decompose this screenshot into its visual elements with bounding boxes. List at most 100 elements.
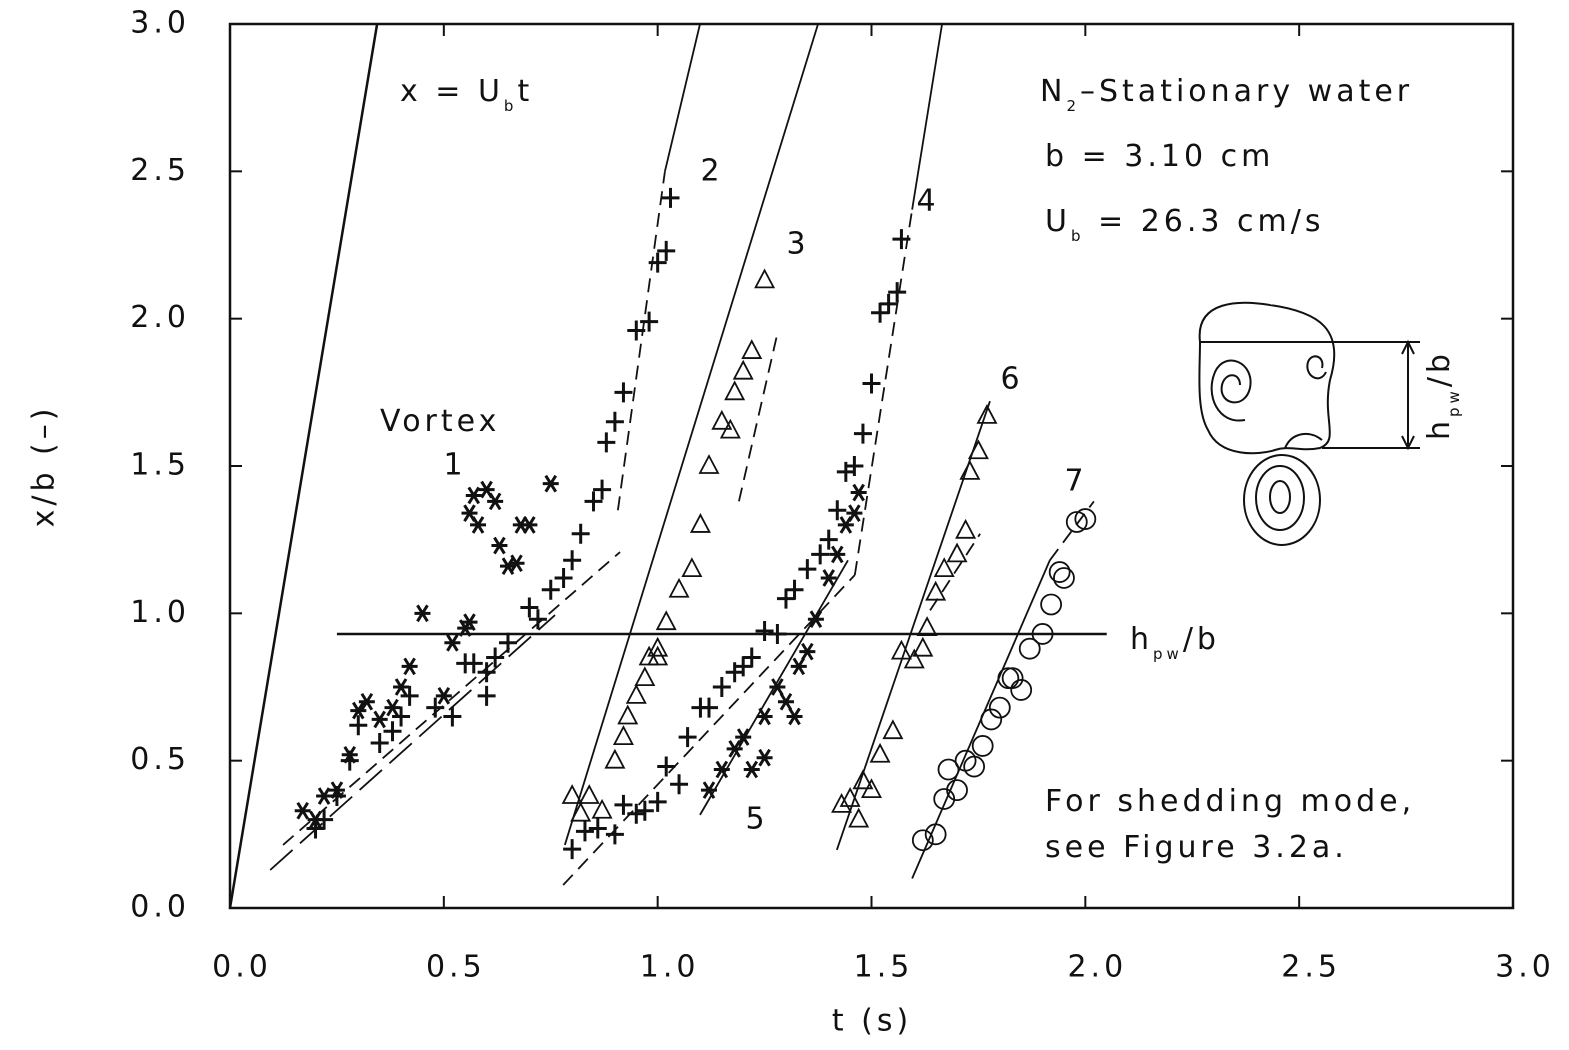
triangle-marker (890, 639, 912, 660)
y-axis-label: x/b (–) (27, 405, 62, 528)
star-marker (756, 707, 773, 726)
plus-marker (426, 697, 445, 718)
triangle-marker (916, 616, 938, 636)
fit-line (562, 574, 856, 886)
inset-vortex (1269, 480, 1291, 514)
star-marker (769, 678, 786, 696)
fit-line (911, 23, 943, 210)
inset-vortex (1255, 465, 1305, 531)
circle-marker (911, 829, 934, 852)
y-tick-label: 1.5 (130, 448, 190, 483)
plus-marker (871, 302, 890, 323)
circle-marker (980, 708, 1003, 731)
annotation-part: b (504, 97, 518, 115)
plus-marker (712, 677, 731, 697)
series-label: 5 (745, 802, 768, 837)
triangle-marker (604, 748, 626, 769)
plus-marker (853, 423, 872, 444)
circle-marker (924, 823, 947, 846)
x-tick-label: 2.0 (1067, 950, 1127, 985)
triangle-marker (848, 807, 870, 828)
plus-marker (584, 491, 603, 512)
x-tick-label: 1.0 (640, 950, 700, 985)
series-label: 2 (700, 154, 723, 189)
plus-marker (828, 500, 847, 521)
annotation-part: For shedding mode, (1045, 784, 1415, 819)
plus-marker (571, 523, 590, 544)
fit-line (853, 209, 914, 576)
plus-marker (477, 685, 496, 706)
triangle-marker (741, 339, 763, 359)
x-tick-label: 1.5 (854, 950, 914, 985)
plus-marker (563, 550, 582, 571)
plus-marker (349, 715, 368, 736)
plus-marker (734, 656, 753, 677)
inset-vortex (1243, 454, 1321, 546)
annotation: Ub = 26.3 cm/s (1045, 204, 1325, 245)
plus-marker (627, 320, 646, 341)
triangle-marker (561, 784, 583, 804)
fit-line (738, 333, 779, 502)
triangle-marker (955, 518, 977, 539)
triangle-marker (591, 798, 613, 819)
circle-marker (937, 758, 960, 781)
triangle-marker (882, 719, 904, 740)
plus-marker (819, 529, 838, 550)
series-label: 1 (443, 448, 466, 483)
triangle-marker (724, 380, 746, 401)
series-label: 7 (1064, 464, 1087, 499)
plus-marker (477, 662, 496, 683)
star-marker (487, 492, 504, 511)
fit-line (564, 23, 819, 846)
star-marker (786, 707, 803, 726)
plus-marker (768, 623, 787, 644)
y-tick-label: 0.0 (130, 890, 190, 925)
triangle-marker (698, 454, 720, 474)
triangle-marker (967, 439, 989, 460)
triangle-marker (612, 725, 634, 745)
plus-marker (593, 479, 612, 500)
plus-marker (845, 456, 864, 476)
fit-line (664, 23, 701, 172)
annotation: hpw/b (1422, 350, 1463, 440)
circle-marker (997, 667, 1020, 690)
plus-marker (554, 567, 573, 588)
triangle-marker (634, 666, 656, 687)
triangle-marker (578, 784, 600, 804)
fit-line (282, 551, 621, 846)
fit-line (929, 533, 981, 611)
star-marker (850, 483, 867, 502)
triangle-marker (617, 704, 639, 725)
x-tick-label: 3.0 (1495, 950, 1555, 985)
annotation-part: –Stationary water (1080, 74, 1413, 109)
triangle-marker (869, 742, 891, 763)
plus-marker (678, 727, 697, 748)
plus-marker (657, 240, 676, 261)
annotation: Vortex (380, 404, 500, 439)
annotation-part: b = 3.10 cm (1045, 139, 1274, 174)
plus-marker (306, 818, 325, 839)
plus-marker (588, 818, 607, 839)
annotation-part: x = U (400, 74, 504, 109)
plus-marker (614, 382, 633, 403)
star-marker (846, 504, 863, 522)
plus-marker (648, 252, 667, 273)
fit-line (1049, 500, 1095, 561)
series-label: 4 (916, 184, 939, 219)
star-marker (444, 634, 461, 652)
inset-swirl (1210, 359, 1252, 422)
triangle-marker (839, 787, 861, 807)
plus-marker (486, 647, 505, 668)
triangle-marker (925, 580, 947, 601)
circle-marker (963, 755, 986, 778)
triangle-marker (655, 610, 677, 631)
plus-marker (464, 653, 483, 674)
triangle-marker (754, 268, 776, 289)
plus-marker (520, 597, 539, 618)
plus-marker (605, 824, 624, 845)
star-marker (777, 692, 794, 711)
annotation-part: see Figure 3.2a. (1045, 830, 1348, 865)
plus-marker (776, 588, 795, 609)
plus-marker (315, 809, 334, 830)
plus-marker (742, 647, 761, 668)
